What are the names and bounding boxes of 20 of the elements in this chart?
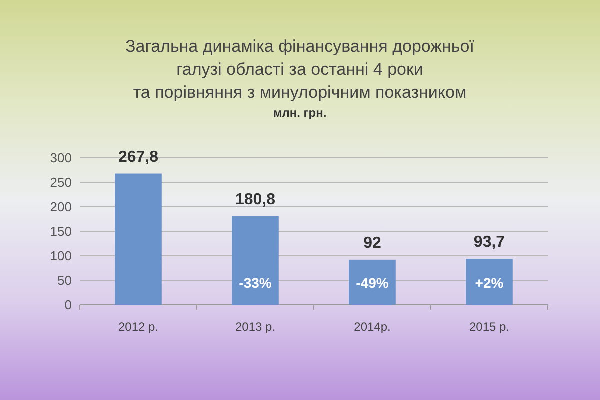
x-tick-label: 2013 р. bbox=[235, 320, 276, 334]
data-label: 180,8 bbox=[235, 191, 276, 208]
annotation: -49% bbox=[356, 274, 390, 291]
data-label: 92 bbox=[364, 234, 382, 252]
chart-subtitle: млн. грн. bbox=[273, 106, 327, 120]
y-tick-label: 250 bbox=[50, 175, 72, 190]
y-tick-label: 150 bbox=[50, 224, 72, 240]
annotation: +2% bbox=[475, 274, 504, 291]
x-tick-label: 2012 р. bbox=[118, 320, 159, 334]
y-tick-label: 100 bbox=[50, 248, 72, 264]
chart-title: Загальна динаміка фінансування дорожньої галузі області за останні 4 роки та порівняння з минулорічним показником bbox=[126, 37, 475, 102]
x-tick-label: 2015 р. bbox=[469, 320, 510, 334]
y-tick-label: 300 bbox=[50, 150, 72, 166]
y-tick-label: 0 bbox=[64, 298, 72, 313]
y-tick-label: 50 bbox=[58, 273, 72, 288]
annotation: -33% bbox=[239, 274, 272, 291]
data-label: 93,7 bbox=[474, 234, 506, 252]
data-label: 267,8 bbox=[118, 148, 159, 166]
y-tick-label: 200 bbox=[50, 200, 72, 215]
x-tick-label: 2014р. bbox=[354, 320, 391, 334]
